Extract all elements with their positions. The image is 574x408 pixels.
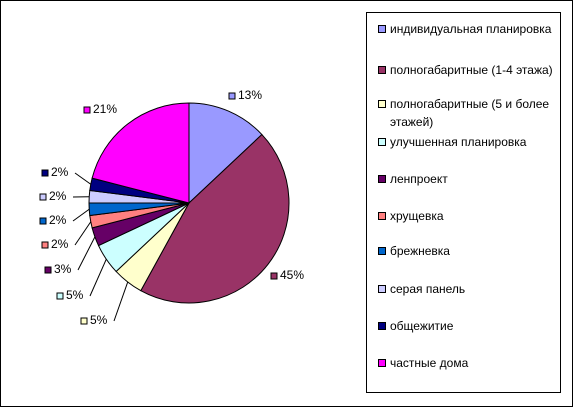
legend-item: индивидуальная планировка xyxy=(378,20,558,38)
data-label: 2% xyxy=(51,165,69,179)
pie-slice xyxy=(140,133,290,304)
data-label: 3% xyxy=(54,262,72,276)
label-swatch xyxy=(228,92,236,100)
legend-item: ленпроект xyxy=(378,170,558,188)
data-label: 2% xyxy=(49,213,67,227)
legend-label: брежневка xyxy=(390,244,450,258)
label-swatch xyxy=(39,217,47,225)
legend-item: улучшенная планировка xyxy=(378,133,558,151)
label-swatch xyxy=(41,169,49,177)
data-label: 5% xyxy=(66,288,84,302)
data-label: 45% xyxy=(280,268,304,282)
legend-swatch xyxy=(378,138,386,146)
legend-label: полногабаритные (5 и более этажей) xyxy=(390,97,550,129)
leader-line xyxy=(77,236,96,271)
legend-item: полногабаритные (1-4 этажа) xyxy=(378,61,558,79)
label-swatch xyxy=(56,292,64,300)
label-swatch xyxy=(270,272,278,280)
legend-swatch xyxy=(378,247,386,255)
legend-swatch xyxy=(378,100,386,108)
label-swatch xyxy=(39,193,47,201)
legend-box xyxy=(366,12,561,393)
legend-swatch xyxy=(378,175,386,183)
pie-slice xyxy=(188,102,263,205)
legend-swatch xyxy=(378,322,386,330)
legend-swatch xyxy=(378,212,386,220)
legend-item: брежневка xyxy=(378,242,558,260)
legend-label: индивидуальная планировка xyxy=(390,22,552,36)
legend-item: хрущевка xyxy=(378,207,558,225)
label-swatch xyxy=(44,266,52,274)
legend-label: серая панель xyxy=(390,282,466,296)
label-swatch xyxy=(83,106,91,114)
legend-label: ленпроект xyxy=(390,172,448,186)
legend-swatch xyxy=(378,359,386,367)
leader-line xyxy=(89,259,107,297)
legend-label: хрущевка xyxy=(390,209,444,223)
data-label: 2% xyxy=(51,237,69,251)
legend-swatch xyxy=(378,25,386,33)
legend-item: общежитие xyxy=(378,317,558,335)
legend-swatch xyxy=(378,285,386,293)
legend-label: частные дома xyxy=(390,356,469,370)
data-label: 13% xyxy=(238,88,262,102)
legend-label: улучшенная планировка xyxy=(390,135,527,149)
data-label: 21% xyxy=(93,102,117,116)
label-swatch xyxy=(80,317,88,325)
data-label: 2% xyxy=(49,189,67,203)
leader-line xyxy=(72,208,90,222)
legend-label: общежитие xyxy=(390,319,454,333)
leader-line xyxy=(113,281,129,322)
pie-slice xyxy=(91,102,190,204)
legend-label: полногабаритные (1-4 этажа) xyxy=(390,63,553,77)
leader-line xyxy=(74,172,92,185)
data-label: 5% xyxy=(90,313,108,327)
legend-item: серая панель xyxy=(378,280,558,298)
legend-swatch xyxy=(378,66,386,74)
legend-item: полногабаритные (5 и более этажей) xyxy=(378,95,558,131)
label-swatch xyxy=(41,241,49,249)
legend-item: частные дома xyxy=(378,354,558,372)
leader-line xyxy=(74,221,92,246)
